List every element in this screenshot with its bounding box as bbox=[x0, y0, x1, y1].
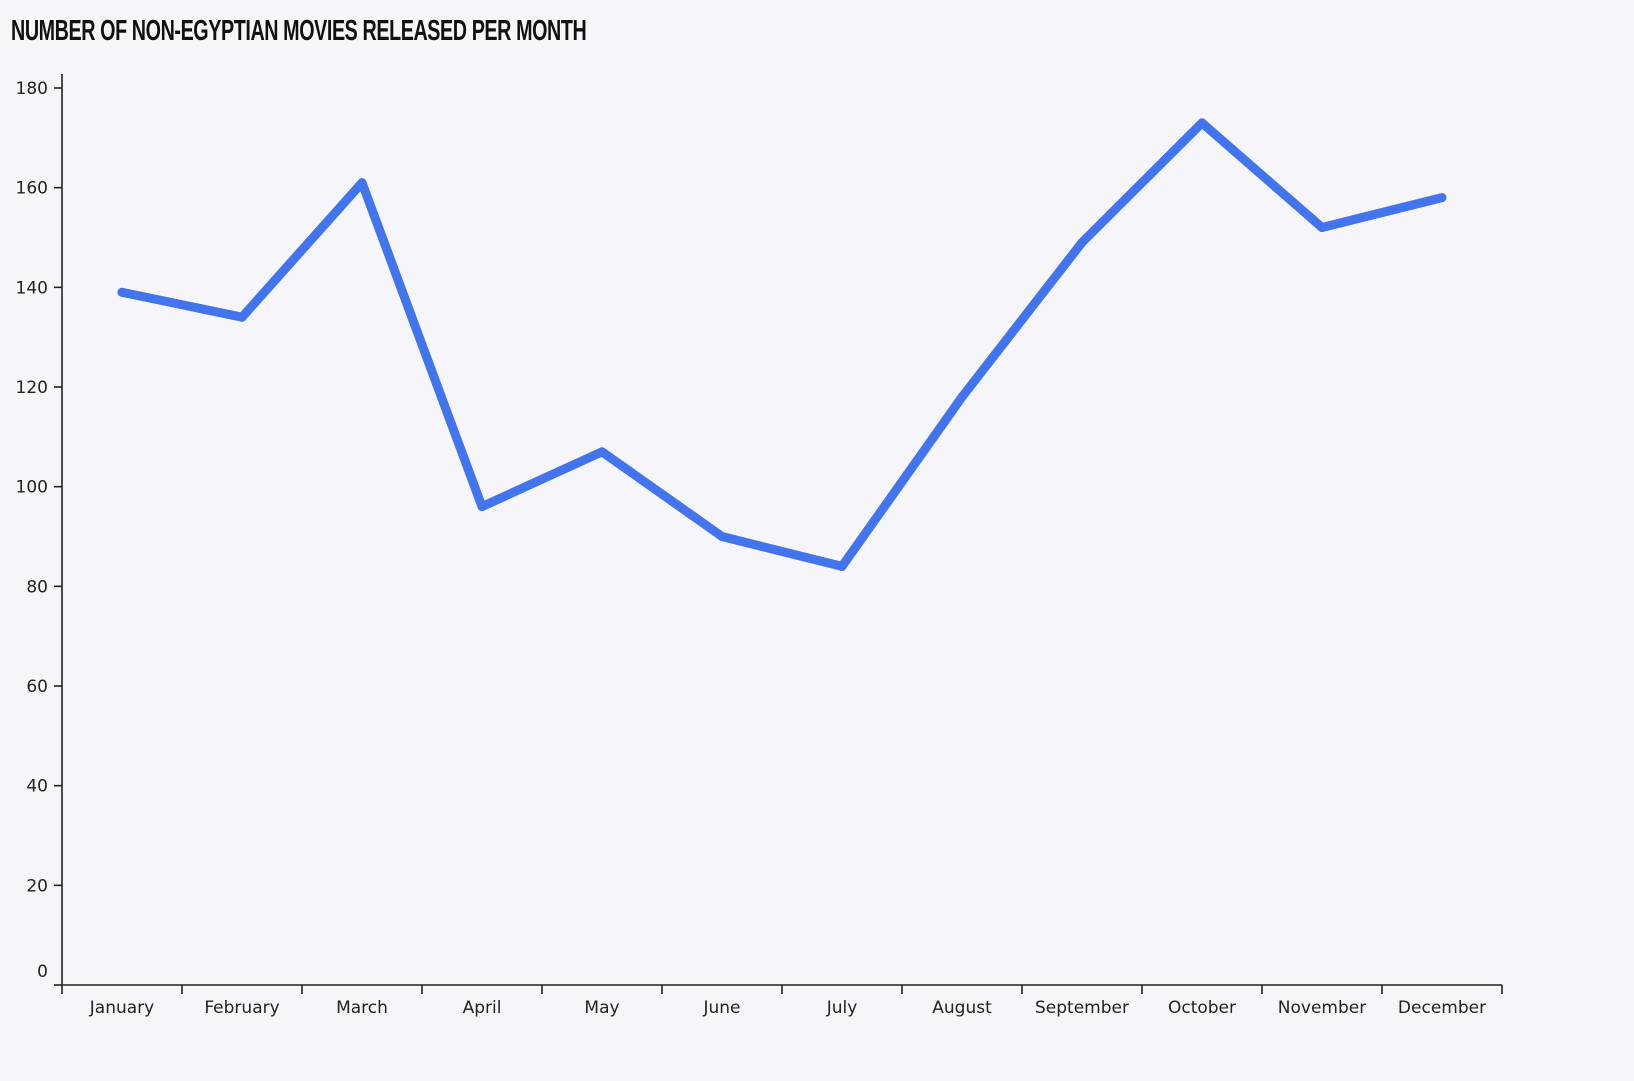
x-tick-label: October bbox=[1168, 998, 1236, 1018]
data-point bbox=[1197, 118, 1207, 128]
data-point bbox=[957, 392, 967, 402]
y-tick-label: 180 bbox=[16, 79, 48, 99]
y-tick-label: 60 bbox=[26, 677, 48, 697]
data-point bbox=[477, 502, 487, 512]
series-line bbox=[117, 118, 1447, 571]
y-tick-label: 20 bbox=[26, 876, 48, 896]
data-point bbox=[357, 178, 367, 188]
x-tick-label: January bbox=[89, 998, 154, 1018]
y-tick-label: 100 bbox=[16, 478, 48, 498]
y-tick-label: 0 bbox=[37, 962, 48, 982]
data-point bbox=[597, 447, 607, 457]
x-tick-label: August bbox=[932, 998, 992, 1018]
data-point bbox=[1437, 193, 1447, 203]
x-tick-label: May bbox=[584, 998, 619, 1018]
data-point bbox=[717, 532, 727, 541]
x-tick-label: March bbox=[336, 998, 388, 1018]
chart-title: NUMBER OF NON-EGYPTIAN MOVIES RELEASED P… bbox=[11, 15, 587, 47]
data-point bbox=[237, 312, 247, 322]
data-point bbox=[837, 561, 847, 571]
y-tick-label: 120 bbox=[16, 378, 48, 398]
data-point bbox=[117, 287, 127, 297]
y-tick-label: 140 bbox=[16, 278, 48, 298]
data-point bbox=[1317, 223, 1327, 233]
x-tick-label: February bbox=[204, 998, 279, 1018]
x-tick-label: April bbox=[463, 998, 502, 1018]
data-point bbox=[1077, 237, 1087, 247]
y-tick-label: 160 bbox=[16, 179, 48, 199]
y-tick-label: 40 bbox=[26, 777, 48, 797]
x-tick-label: December bbox=[1398, 998, 1486, 1018]
x-tick-label: June bbox=[702, 998, 740, 1018]
x-tick-label: July bbox=[826, 998, 858, 1018]
x-tick-label: September bbox=[1035, 998, 1129, 1018]
x-tick-label: November bbox=[1278, 998, 1366, 1018]
y-tick-label: 80 bbox=[26, 577, 48, 597]
